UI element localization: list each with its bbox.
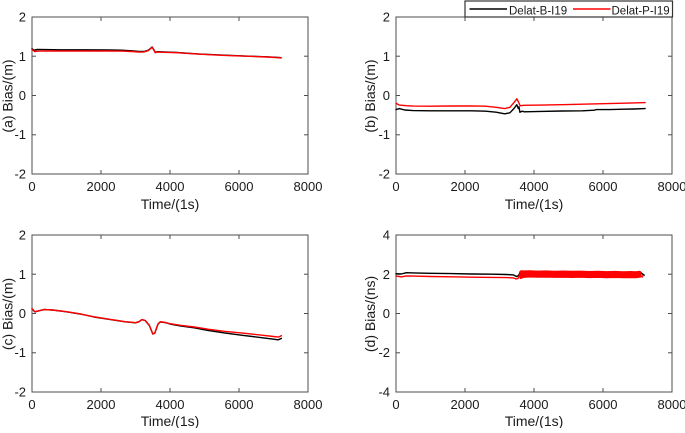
svg-text:2: 2: [383, 267, 390, 282]
svg-text:1: 1: [19, 267, 26, 282]
svg-text:(d) Bias/(ns): (d) Bias/(ns): [362, 276, 378, 352]
svg-text:0: 0: [28, 179, 35, 194]
svg-text:-2: -2: [14, 167, 26, 182]
svg-text:0: 0: [383, 88, 390, 103]
svg-text:2: 2: [19, 10, 26, 25]
svg-text:-2: -2: [14, 385, 26, 400]
svg-text:0: 0: [19, 88, 26, 103]
svg-text:Time/(1s): Time/(1s): [141, 196, 200, 212]
svg-text:1: 1: [383, 49, 390, 64]
svg-text:Delat-P-I19: Delat-P-I19: [612, 6, 670, 18]
svg-text:0: 0: [19, 306, 26, 321]
svg-text:-2: -2: [378, 167, 390, 182]
svg-text:0: 0: [383, 306, 390, 321]
svg-text:4000: 4000: [156, 397, 185, 412]
svg-text:2000: 2000: [87, 397, 116, 412]
svg-text:4000: 4000: [520, 397, 549, 412]
svg-text:Time/(1s): Time/(1s): [141, 413, 200, 428]
svg-text:6000: 6000: [589, 179, 618, 194]
svg-text:(b) Bias/(m): (b) Bias/(m): [362, 59, 378, 132]
svg-text:8000: 8000: [294, 179, 323, 194]
svg-text:Time/(1s): Time/(1s): [505, 413, 564, 428]
svg-text:(c) Bias/(m): (c) Bias/(m): [0, 278, 16, 350]
svg-text:0: 0: [28, 397, 35, 412]
svg-text:-1: -1: [378, 127, 390, 142]
svg-text:6000: 6000: [225, 397, 254, 412]
svg-text:4000: 4000: [156, 179, 185, 194]
svg-text:2000: 2000: [451, 179, 480, 194]
svg-text:8000: 8000: [294, 397, 323, 412]
svg-text:-4: -4: [378, 385, 390, 400]
svg-text:-1: -1: [14, 127, 26, 142]
svg-text:Delat-B-I19: Delat-B-I19: [509, 6, 567, 18]
svg-text:4000: 4000: [520, 179, 549, 194]
svg-text:2000: 2000: [451, 397, 480, 412]
svg-text:2000: 2000: [87, 179, 116, 194]
svg-text:2: 2: [19, 228, 26, 243]
svg-text:-1: -1: [14, 345, 26, 360]
svg-text:8000: 8000: [658, 179, 685, 194]
svg-text:-2: -2: [378, 345, 390, 360]
svg-text:6000: 6000: [589, 397, 618, 412]
svg-text:6000: 6000: [225, 179, 254, 194]
svg-text:8000: 8000: [658, 397, 685, 412]
svg-text:Time/(1s): Time/(1s): [505, 196, 564, 212]
svg-text:2: 2: [383, 10, 390, 25]
svg-text:1: 1: [19, 49, 26, 64]
svg-text:0: 0: [392, 397, 399, 412]
svg-text:(a) Bias/(m): (a) Bias/(m): [0, 59, 16, 132]
svg-text:0: 0: [392, 179, 399, 194]
svg-text:4: 4: [383, 228, 390, 243]
